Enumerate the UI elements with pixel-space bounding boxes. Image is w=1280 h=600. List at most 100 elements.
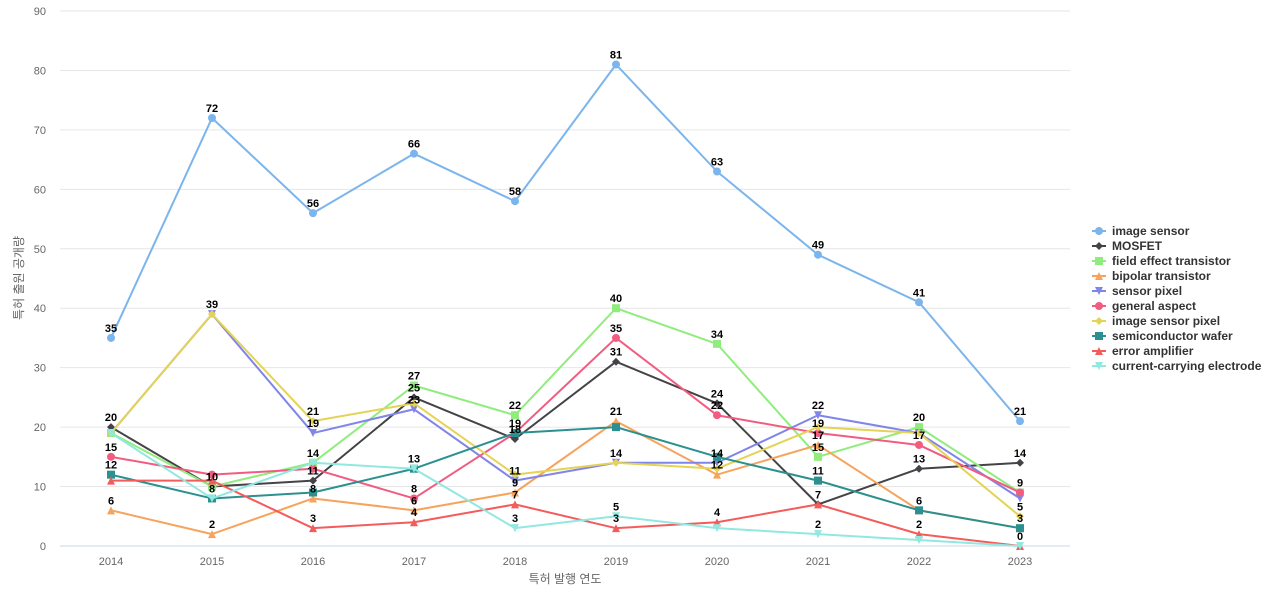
legend-label: image sensor [1112,224,1190,238]
x-tick-label: 2017 [402,556,426,568]
data-label: 19 [509,418,521,430]
series-line [110,313,1021,500]
data-point [208,494,216,503]
data-label: 14 [711,448,724,460]
data-point [814,411,822,420]
data-label: 19 [307,418,319,430]
series-mosfet [107,357,1024,509]
legend-item[interactable]: field effect transistor [1092,254,1231,268]
legend-item[interactable]: image sensor pixel [1092,314,1220,328]
series-line [110,479,1021,547]
data-point [1016,494,1024,503]
data-point [713,452,721,461]
y-tick-label: 70 [34,125,46,137]
series-line [110,63,1021,423]
x-tick-label: 2018 [503,556,527,568]
legend-marker [1095,302,1103,310]
data-label: 21 [1014,406,1026,418]
data-point [410,399,418,408]
data-label: 14 [307,448,320,460]
legend-item[interactable]: MOSFET [1092,239,1163,253]
data-point [107,506,115,515]
data-label: 21 [307,406,319,418]
legend-item[interactable]: image sensor [1092,224,1190,238]
data-point [1016,512,1024,521]
data-point [208,114,216,122]
data-label: 9 [1017,478,1023,490]
data-point [1016,524,1024,533]
data-label: 6 [916,495,922,507]
data-point [915,536,923,545]
data-point [309,417,317,426]
legend-item[interactable]: sensor pixel [1092,284,1182,298]
data-point [612,357,620,366]
data-point [410,393,418,402]
data-point [410,494,418,503]
data-label: 24 [711,388,724,400]
legend-marker [1095,347,1103,355]
data-point [713,167,721,176]
data-label: 8 [209,483,215,495]
y-tick-label: 40 [34,303,46,315]
legend-marker [1095,317,1103,325]
legend-item[interactable]: bipolar transistor [1092,269,1211,283]
data-label: 5 [613,501,619,513]
data-point [1016,458,1024,467]
data-label: 14 [610,448,623,460]
data-point [309,464,317,473]
data-label: 17 [913,430,925,442]
data-point [107,429,115,438]
data-point [511,524,519,533]
data-label: 3 [613,513,619,525]
y-tick-label: 90 [34,6,46,18]
legend-label: error amplifier [1112,344,1194,358]
series-line [110,313,1021,518]
legend-label: MOSFET [1112,239,1163,253]
legend-marker [1095,362,1103,370]
data-label: 41 [913,287,925,299]
x-tick-label: 2016 [301,556,325,568]
data-point [915,298,923,307]
data-label: 5 [1017,501,1023,513]
data-point [612,60,620,69]
series-layer [107,60,1024,550]
data-point [107,452,115,461]
legend-item[interactable]: semiconductor wafer [1092,329,1233,343]
data-point [915,506,923,515]
data-point [713,524,721,533]
legend-item[interactable]: general aspect [1092,299,1196,313]
data-label: 2 [209,519,215,531]
legend-marker [1095,257,1103,265]
data-label: 3 [310,513,316,525]
data-label: 11 [509,466,521,478]
x-tick-label: 2014 [99,556,123,568]
legend-marker [1095,332,1103,340]
data-point [208,470,216,479]
data-point [713,464,721,473]
data-label: 14 [1014,448,1027,460]
series-image-sensor [107,60,1024,426]
data-label: 35 [610,323,622,335]
data-point [410,464,418,473]
y-tick-label: 0 [40,541,46,553]
legend-item[interactable]: current-carrying electrode [1092,359,1262,373]
data-label: 12 [105,460,117,472]
y-tick-label: 50 [34,244,46,256]
series-semiconductor-wafer [107,423,1024,533]
data-point [208,310,216,319]
data-label: 34 [711,329,724,341]
x-axis-ticks: 2014 2015 2016 2017 2018 2019 2020 2021 2022 2023 [99,556,1032,568]
data-point [814,452,822,461]
data-label: 4 [411,507,418,519]
data-label: 3 [512,513,518,525]
data-point [309,476,317,485]
grid-lines [60,10,1070,488]
data-point [1016,488,1024,497]
data-label: 20 [913,412,925,424]
legend-item[interactable]: error amplifier [1092,344,1194,358]
data-label: 27 [408,371,420,383]
data-label: 21 [610,406,622,418]
legend-marker [1095,287,1103,295]
data-point [309,488,317,497]
